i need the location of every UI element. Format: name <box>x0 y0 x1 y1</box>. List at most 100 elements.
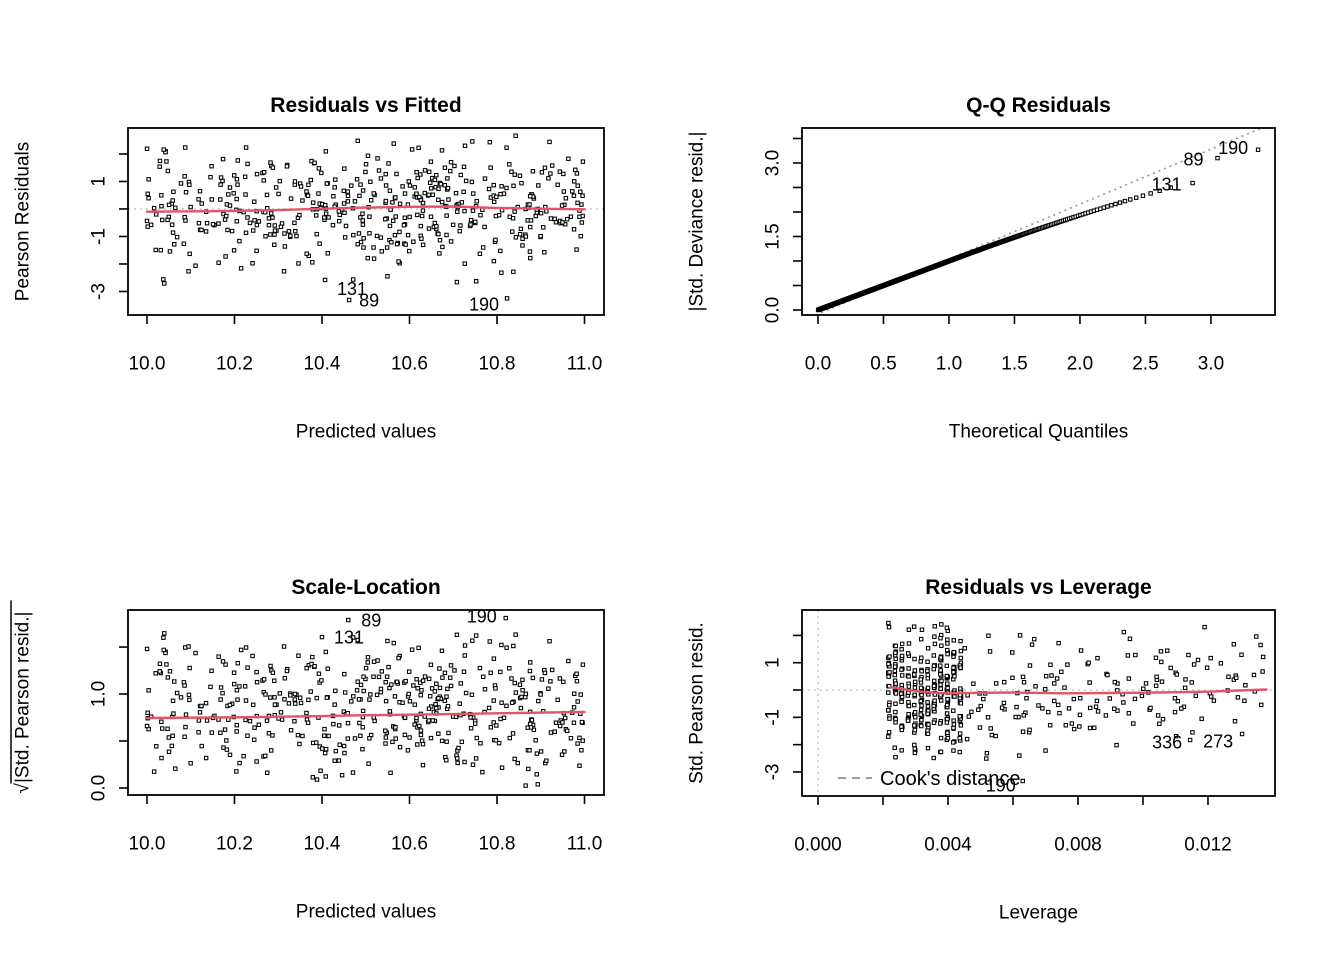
data-point <box>1125 653 1131 658</box>
data-point <box>430 718 435 723</box>
data-point <box>234 688 240 693</box>
data-point <box>919 692 924 698</box>
data-point <box>268 232 273 237</box>
data-point <box>297 695 303 700</box>
data-point <box>951 638 956 643</box>
data-point <box>391 141 396 146</box>
data-point <box>579 748 584 753</box>
panel-title: Scale-Location <box>291 576 440 599</box>
data-point <box>406 179 411 184</box>
x-tick-label: 3.0 <box>1198 354 1224 375</box>
data-point <box>899 724 904 729</box>
data-point <box>384 245 390 250</box>
data-point <box>488 725 494 730</box>
data-point <box>571 720 577 726</box>
data-point <box>566 156 571 161</box>
data-point <box>1254 634 1259 639</box>
data-point <box>1046 709 1051 715</box>
data-point <box>242 174 248 180</box>
data-point <box>512 680 517 686</box>
data-point <box>203 700 209 706</box>
data-point <box>314 777 320 782</box>
data-point <box>932 634 937 639</box>
data-point <box>1031 636 1037 642</box>
data-point <box>504 185 509 191</box>
data-point <box>282 231 287 236</box>
data-point <box>538 233 543 239</box>
data-point <box>186 692 192 698</box>
data-point <box>322 202 328 208</box>
data-point <box>243 645 249 650</box>
data-point <box>193 263 198 268</box>
data-point <box>542 165 548 170</box>
data-point <box>999 705 1005 710</box>
data-point <box>247 718 253 724</box>
outlier-point <box>1255 147 1261 152</box>
data-point <box>417 723 422 729</box>
data-point <box>387 223 393 229</box>
data-point <box>442 670 448 676</box>
data-point <box>1160 716 1166 722</box>
data-point <box>482 176 488 181</box>
data-point <box>528 725 534 730</box>
outlier-point <box>503 615 508 621</box>
data-point <box>1127 636 1133 642</box>
data-point <box>223 254 228 259</box>
data-point <box>501 715 507 721</box>
data-point <box>412 702 417 707</box>
data-point <box>284 668 290 674</box>
data-point <box>318 768 323 773</box>
data-point <box>1066 706 1072 711</box>
outlier-label: 273 <box>1203 731 1233 751</box>
data-point <box>566 658 571 664</box>
data-point <box>899 699 904 705</box>
data-point <box>325 666 331 671</box>
data-point <box>309 661 314 667</box>
data-point <box>486 186 492 192</box>
x-tick-label: 0.008 <box>1054 835 1102 856</box>
data-point <box>559 203 565 208</box>
y-tick-label: -1 <box>89 228 110 245</box>
data-point <box>445 176 450 181</box>
data-point <box>912 702 917 708</box>
data-point <box>288 196 294 201</box>
data-point <box>1013 714 1018 720</box>
data-point <box>357 193 362 199</box>
data-point <box>951 669 956 675</box>
data-point <box>472 721 478 726</box>
data-point <box>174 234 180 240</box>
data-point <box>237 760 242 766</box>
data-point <box>232 173 237 178</box>
data-point <box>387 709 393 714</box>
data-point <box>349 699 354 704</box>
data-point <box>171 679 177 684</box>
x-tick-label: 0.012 <box>1184 835 1232 856</box>
data-point <box>158 247 164 253</box>
data-point <box>383 735 389 740</box>
data-point <box>452 163 457 169</box>
data-point <box>322 215 327 220</box>
outlier-point <box>1215 155 1220 161</box>
data-point <box>314 213 319 218</box>
data-point <box>444 232 449 238</box>
data-point <box>1043 748 1048 753</box>
data-point <box>242 684 248 689</box>
data-point <box>333 748 339 754</box>
data-point <box>209 197 215 202</box>
data-point <box>293 701 298 706</box>
data-point <box>234 219 240 224</box>
data-point <box>534 751 540 756</box>
data-point <box>402 215 408 220</box>
data-point <box>541 225 546 230</box>
data-point <box>966 714 972 719</box>
data-point <box>553 720 559 725</box>
data-point <box>1114 742 1119 748</box>
data-point <box>574 171 580 176</box>
data-point <box>153 247 158 253</box>
data-point <box>308 689 313 694</box>
data-point <box>238 647 244 653</box>
data-point <box>323 149 329 154</box>
data-point <box>436 231 441 237</box>
data-point <box>414 715 419 721</box>
data-point <box>971 681 976 686</box>
